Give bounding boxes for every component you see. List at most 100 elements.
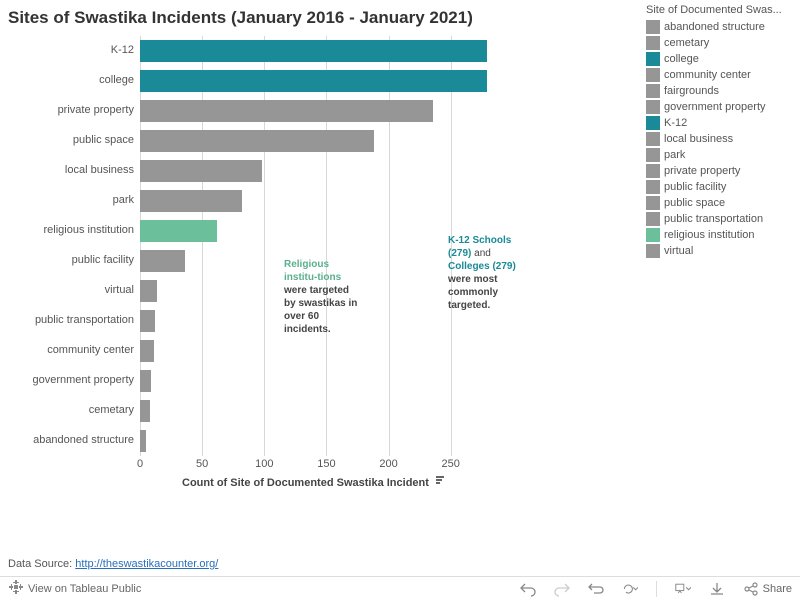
- legend-swatch: [646, 116, 660, 130]
- bar[interactable]: [140, 430, 146, 452]
- legend-item[interactable]: fairgrounds: [646, 83, 796, 99]
- y-axis-label: cemetary: [8, 405, 134, 416]
- legend-label: abandoned structure: [664, 21, 765, 33]
- legend-swatch: [646, 212, 660, 226]
- bar[interactable]: [140, 220, 217, 242]
- x-tick: 0: [137, 458, 143, 470]
- legend-label: cemetary: [664, 37, 709, 49]
- legend-item[interactable]: local business: [646, 131, 796, 147]
- bar[interactable]: [140, 370, 151, 392]
- x-axis-label: Count of Site of Documented Swastika Inc…: [140, 476, 488, 489]
- y-axis-label: college: [8, 75, 134, 86]
- bar[interactable]: [140, 310, 155, 332]
- bar[interactable]: [140, 190, 242, 212]
- legend-item[interactable]: government property: [646, 99, 796, 115]
- legend: Site of Documented Swas... abandoned str…: [646, 4, 796, 259]
- y-axis-label: local business: [8, 165, 134, 176]
- annotation-k12: K-12 Schools (279) and Colleges (279) we…: [448, 234, 526, 312]
- refresh-dropdown-button[interactable]: [622, 581, 638, 597]
- bar[interactable]: [140, 280, 157, 302]
- legend-swatch: [646, 100, 660, 114]
- legend-item[interactable]: K-12: [646, 115, 796, 131]
- x-tick: 100: [255, 458, 273, 470]
- legend-label: private property: [664, 165, 740, 177]
- legend-label: public space: [664, 197, 725, 209]
- legend-label: religious institution: [664, 229, 755, 241]
- data-source: Data Source: http://theswastikacounter.o…: [8, 558, 218, 570]
- y-axis-label: public transportation: [8, 315, 134, 326]
- legend-swatch: [646, 132, 660, 146]
- presentation-dropdown-button[interactable]: [675, 581, 691, 597]
- bars-container: [140, 36, 488, 456]
- legend-item[interactable]: park: [646, 147, 796, 163]
- legend-title: Site of Documented Swas...: [646, 4, 796, 16]
- legend-swatch: [646, 20, 660, 34]
- x-tick: 50: [196, 458, 208, 470]
- legend-item[interactable]: private property: [646, 163, 796, 179]
- legend-swatch: [646, 36, 660, 50]
- toolbar: View on Tableau Public Share: [0, 576, 800, 600]
- undo-button[interactable]: [520, 581, 536, 597]
- annotation-religious: Religious institu-tions were targeted by…: [284, 258, 362, 336]
- plot: K-12 college private property public space l…: [8, 36, 644, 456]
- legend-item[interactable]: college: [646, 51, 796, 67]
- bar[interactable]: [140, 250, 185, 272]
- data-source-link[interactable]: http://theswastikacounter.org/: [75, 558, 218, 570]
- reset-button[interactable]: [588, 581, 604, 597]
- bar[interactable]: [140, 40, 487, 62]
- toolbar-divider: [656, 581, 657, 597]
- legend-label: college: [664, 53, 699, 65]
- x-tick: 200: [379, 458, 397, 470]
- legend-label: public facility: [664, 181, 726, 193]
- bar[interactable]: [140, 340, 154, 362]
- legend-item[interactable]: religious institution: [646, 227, 796, 243]
- bar[interactable]: [140, 100, 433, 122]
- redo-button[interactable]: [554, 581, 570, 597]
- legend-label: fairgrounds: [664, 85, 719, 97]
- x-tick: 150: [317, 458, 335, 470]
- y-axis-label: private property: [8, 105, 134, 116]
- legend-label: virtual: [664, 245, 693, 257]
- legend-item[interactable]: cemetary: [646, 35, 796, 51]
- legend-item[interactable]: virtual: [646, 243, 796, 259]
- bar[interactable]: [140, 160, 262, 182]
- y-axis-label: virtual: [8, 285, 134, 296]
- bar[interactable]: [140, 130, 374, 152]
- legend-label: community center: [664, 69, 751, 81]
- download-button[interactable]: [709, 581, 725, 597]
- chart-area: K-12 college private property public space l…: [8, 36, 644, 526]
- legend-label: public transportation: [664, 213, 763, 225]
- bar[interactable]: [140, 400, 150, 422]
- legend-swatch: [646, 228, 660, 242]
- legend-swatch: [646, 84, 660, 98]
- legend-item[interactable]: public transportation: [646, 211, 796, 227]
- y-axis-label: public space: [8, 135, 134, 146]
- legend-label: government property: [664, 101, 766, 113]
- y-axis-label: public facility: [8, 255, 134, 266]
- y-axis-label: community center: [8, 345, 134, 356]
- sort-descending-icon: [436, 476, 446, 489]
- legend-swatch: [646, 148, 660, 162]
- legend-item[interactable]: community center: [646, 67, 796, 83]
- y-axis-label: abandoned structure: [8, 435, 134, 446]
- y-axis-label: K-12: [8, 45, 134, 56]
- legend-item[interactable]: abandoned structure: [646, 19, 796, 35]
- legend-swatch: [646, 68, 660, 82]
- y-axis-label: government property: [8, 375, 134, 386]
- share-button[interactable]: Share: [743, 581, 792, 597]
- legend-swatch: [646, 196, 660, 210]
- legend-swatch: [646, 244, 660, 258]
- legend-swatch: [646, 164, 660, 178]
- legend-label: local business: [664, 133, 733, 145]
- y-axis-label: religious institution: [8, 225, 134, 236]
- y-axis-label: park: [8, 195, 134, 206]
- legend-swatch: [646, 52, 660, 66]
- legend-swatch: [646, 180, 660, 194]
- view-on-tableau-button[interactable]: View on Tableau Public: [28, 583, 141, 595]
- legend-item[interactable]: public space: [646, 195, 796, 211]
- bar[interactable]: [140, 70, 487, 92]
- legend-label: K-12: [664, 117, 687, 129]
- x-axis-ticks: 050100150200250: [140, 458, 488, 474]
- legend-label: park: [664, 149, 685, 161]
- legend-item[interactable]: public facility: [646, 179, 796, 195]
